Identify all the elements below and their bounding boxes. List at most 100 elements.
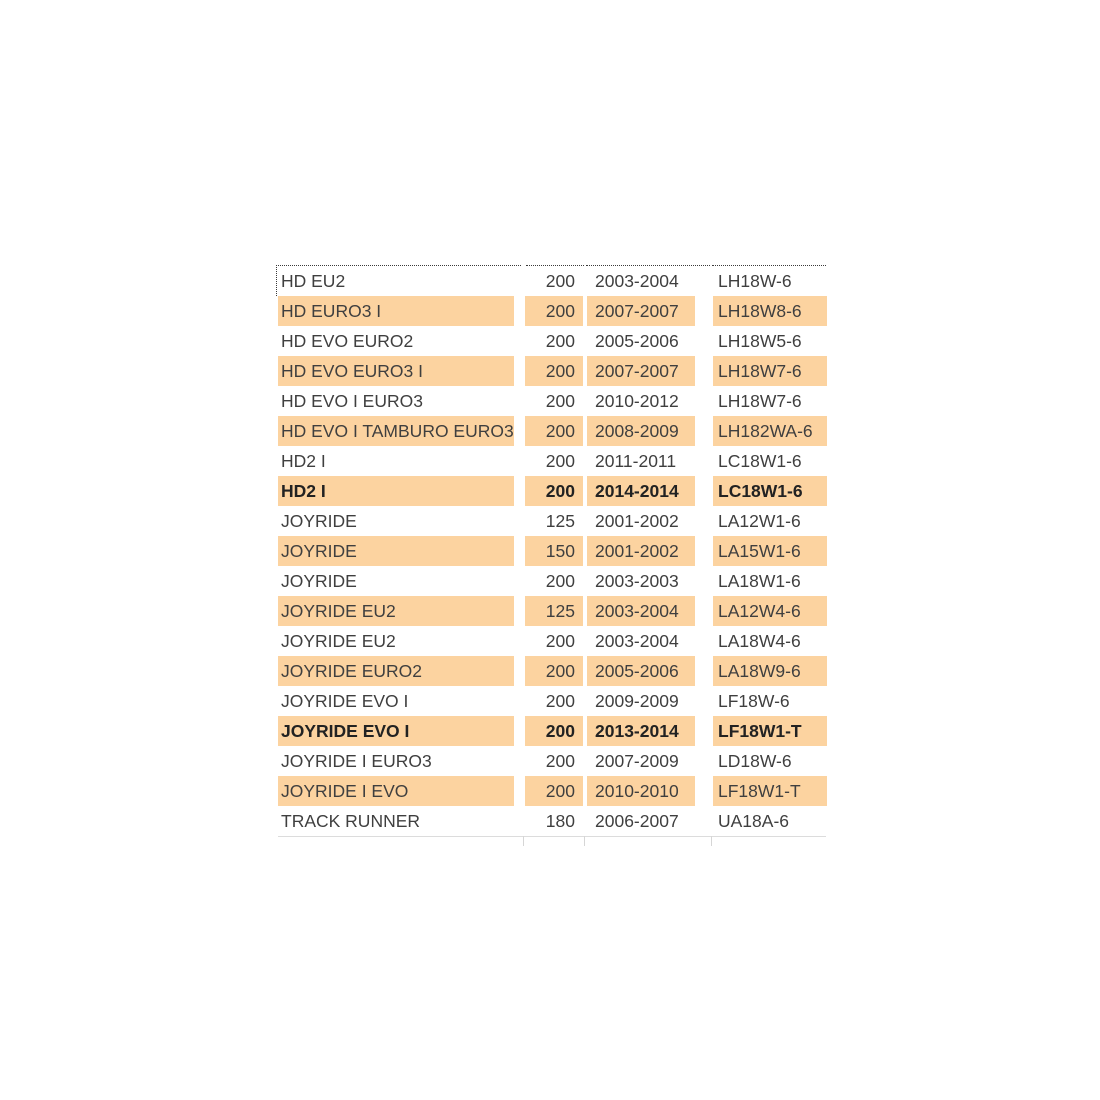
model-cell: HD EVO EURO3 I <box>278 356 514 386</box>
table-row: HD EURO3 I 200 2007-2007 LH18W8-6 <box>278 296 828 326</box>
code-cell: UA18A-6 <box>718 811 790 831</box>
code-cell: LH18W5-6 <box>718 331 802 351</box>
code-cell: LA12W4-6 <box>713 596 827 626</box>
code-cell: LF18W1-T <box>713 716 827 746</box>
code-cell: LF18W-6 <box>718 691 790 711</box>
years-cell: 2006-2007 <box>595 811 679 831</box>
model-cell: HD EVO EURO2 <box>281 331 414 351</box>
model-cell: JOYRIDE EVO I <box>281 691 409 711</box>
gridline-stub <box>711 836 712 846</box>
displacement-cell: 125 <box>525 596 583 626</box>
displacement-cell: 200 <box>545 271 575 291</box>
table-row: JOYRIDE 125 2001-2002 LA12W1-6 <box>278 506 828 536</box>
years-cell: 2009-2009 <box>595 691 679 711</box>
code-cell: LD18W-6 <box>718 751 792 771</box>
model-cell: JOYRIDE EVO I <box>278 716 514 746</box>
model-cell: JOYRIDE I EVO <box>278 776 514 806</box>
gridline-stub <box>584 836 585 846</box>
code-cell: LC18W1-6 <box>718 451 802 471</box>
displacement-cell: 200 <box>545 331 575 351</box>
applications-table: HD EU2 200 2003-2004 LH18W-6 HD EURO3 I … <box>276 265 828 846</box>
dotted-marquee-top-segment <box>526 265 584 266</box>
table-row: JOYRIDE EU2 125 2003-2004 LA12W4-6 <box>278 596 828 626</box>
table-row: HD EVO I EURO3 200 2010-2012 LH18W7-6 <box>278 386 828 416</box>
gridline-stub <box>523 836 524 846</box>
years-cell: 2007-2007 <box>587 356 695 386</box>
dotted-marquee-left-segment <box>276 265 277 296</box>
model-cell: JOYRIDE <box>281 511 357 531</box>
code-cell: LH18W-6 <box>718 271 792 291</box>
years-cell: 2005-2006 <box>595 331 679 351</box>
table-row: JOYRIDE EU2 200 2003-2004 LA18W4-6 <box>278 626 828 656</box>
table-row: JOYRIDE EVO I 200 2009-2009 LF18W-6 <box>278 686 828 716</box>
model-cell: HD EURO3 I <box>278 296 514 326</box>
bottom-gridline <box>278 836 826 837</box>
displacement-cell: 200 <box>545 751 575 771</box>
displacement-cell: 200 <box>545 571 575 591</box>
table-row: JOYRIDE I EURO3 200 2007-2009 LD18W-6 <box>278 746 828 776</box>
displacement-cell: 200 <box>525 776 583 806</box>
model-cell: HD EVO I EURO3 <box>281 391 423 411</box>
years-cell: 2007-2007 <box>587 296 695 326</box>
dotted-marquee-top-segment <box>712 265 826 266</box>
table-row: HD EU2 200 2003-2004 LH18W-6 <box>278 266 828 296</box>
model-cell: HD EU2 <box>281 271 346 291</box>
table-row: JOYRIDE 150 2001-2002 LA15W1-6 <box>278 536 828 566</box>
table-row: HD EVO EURO2 200 2005-2006 LH18W5-6 <box>278 326 828 356</box>
table-row: JOYRIDE I EVO 200 2010-2010 LF18W1-T <box>278 776 828 806</box>
years-cell: 2005-2006 <box>587 656 695 686</box>
years-cell: 2003-2004 <box>595 631 679 651</box>
displacement-cell: 200 <box>525 416 583 446</box>
code-cell: LC18W1-6 <box>713 476 827 506</box>
years-cell: 2011-2011 <box>595 451 677 471</box>
years-cell: 2003-2004 <box>595 271 679 291</box>
years-cell: 2007-2009 <box>595 751 679 771</box>
model-cell: JOYRIDE <box>281 571 357 591</box>
years-cell: 2003-2004 <box>587 596 695 626</box>
model-cell: HD2 I <box>278 476 514 506</box>
years-cell: 2010-2010 <box>587 776 695 806</box>
displacement-cell: 200 <box>525 716 583 746</box>
table-row: HD2 I 200 2014-2014 LC18W1-6 <box>278 476 828 506</box>
code-cell: LA18W4-6 <box>718 631 801 651</box>
model-cell: JOYRIDE EU2 <box>278 596 514 626</box>
displacement-cell: 125 <box>545 511 575 531</box>
table-row: HD EVO I TAMBURO EURO3 200 2008-2009 LH1… <box>278 416 828 446</box>
table-row: JOYRIDE 200 2003-2003 LA18W1-6 <box>278 566 828 596</box>
years-cell: 2010-2012 <box>595 391 679 411</box>
table-row: TRACK RUNNER 180 2006-2007 UA18A-6 <box>278 806 828 836</box>
displacement-cell: 200 <box>545 691 575 711</box>
table-row: HD EVO EURO3 I 200 2007-2007 LH18W7-6 <box>278 356 828 386</box>
model-cell: JOYRIDE <box>278 536 514 566</box>
years-cell: 2001-2002 <box>587 536 695 566</box>
model-cell: TRACK RUNNER <box>281 811 421 831</box>
years-cell: 2014-2014 <box>587 476 695 506</box>
years-cell: 2003-2003 <box>595 571 679 591</box>
displacement-cell: 200 <box>545 391 575 411</box>
code-cell: LA12W1-6 <box>718 511 801 531</box>
table-rows: HD EU2 200 2003-2004 LH18W-6 HD EURO3 I … <box>278 266 828 836</box>
displacement-cell: 200 <box>525 656 583 686</box>
displacement-cell: 200 <box>525 356 583 386</box>
dotted-marquee-top-segment <box>278 265 521 266</box>
code-cell: LF18W1-T <box>713 776 827 806</box>
years-cell: 2001-2002 <box>595 511 679 531</box>
code-cell: LH18W8-6 <box>713 296 827 326</box>
code-cell: LH18W7-6 <box>718 391 802 411</box>
years-cell: 2008-2009 <box>587 416 695 446</box>
dotted-marquee-top-segment <box>586 265 710 266</box>
displacement-cell: 200 <box>525 296 583 326</box>
model-cell: HD2 I <box>281 451 326 471</box>
table-row: JOYRIDE EVO I 200 2013-2014 LF18W1-T <box>278 716 828 746</box>
model-cell: JOYRIDE EURO2 <box>278 656 514 686</box>
displacement-cell: 180 <box>545 811 575 831</box>
displacement-cell: 200 <box>545 451 575 471</box>
code-cell: LA18W1-6 <box>718 571 801 591</box>
code-cell: LA18W9-6 <box>713 656 827 686</box>
displacement-cell: 200 <box>525 476 583 506</box>
code-cell: LH18W7-6 <box>713 356 827 386</box>
model-cell: HD EVO I TAMBURO EURO3 <box>278 416 514 446</box>
years-cell: 2013-2014 <box>587 716 695 746</box>
displacement-cell: 150 <box>525 536 583 566</box>
